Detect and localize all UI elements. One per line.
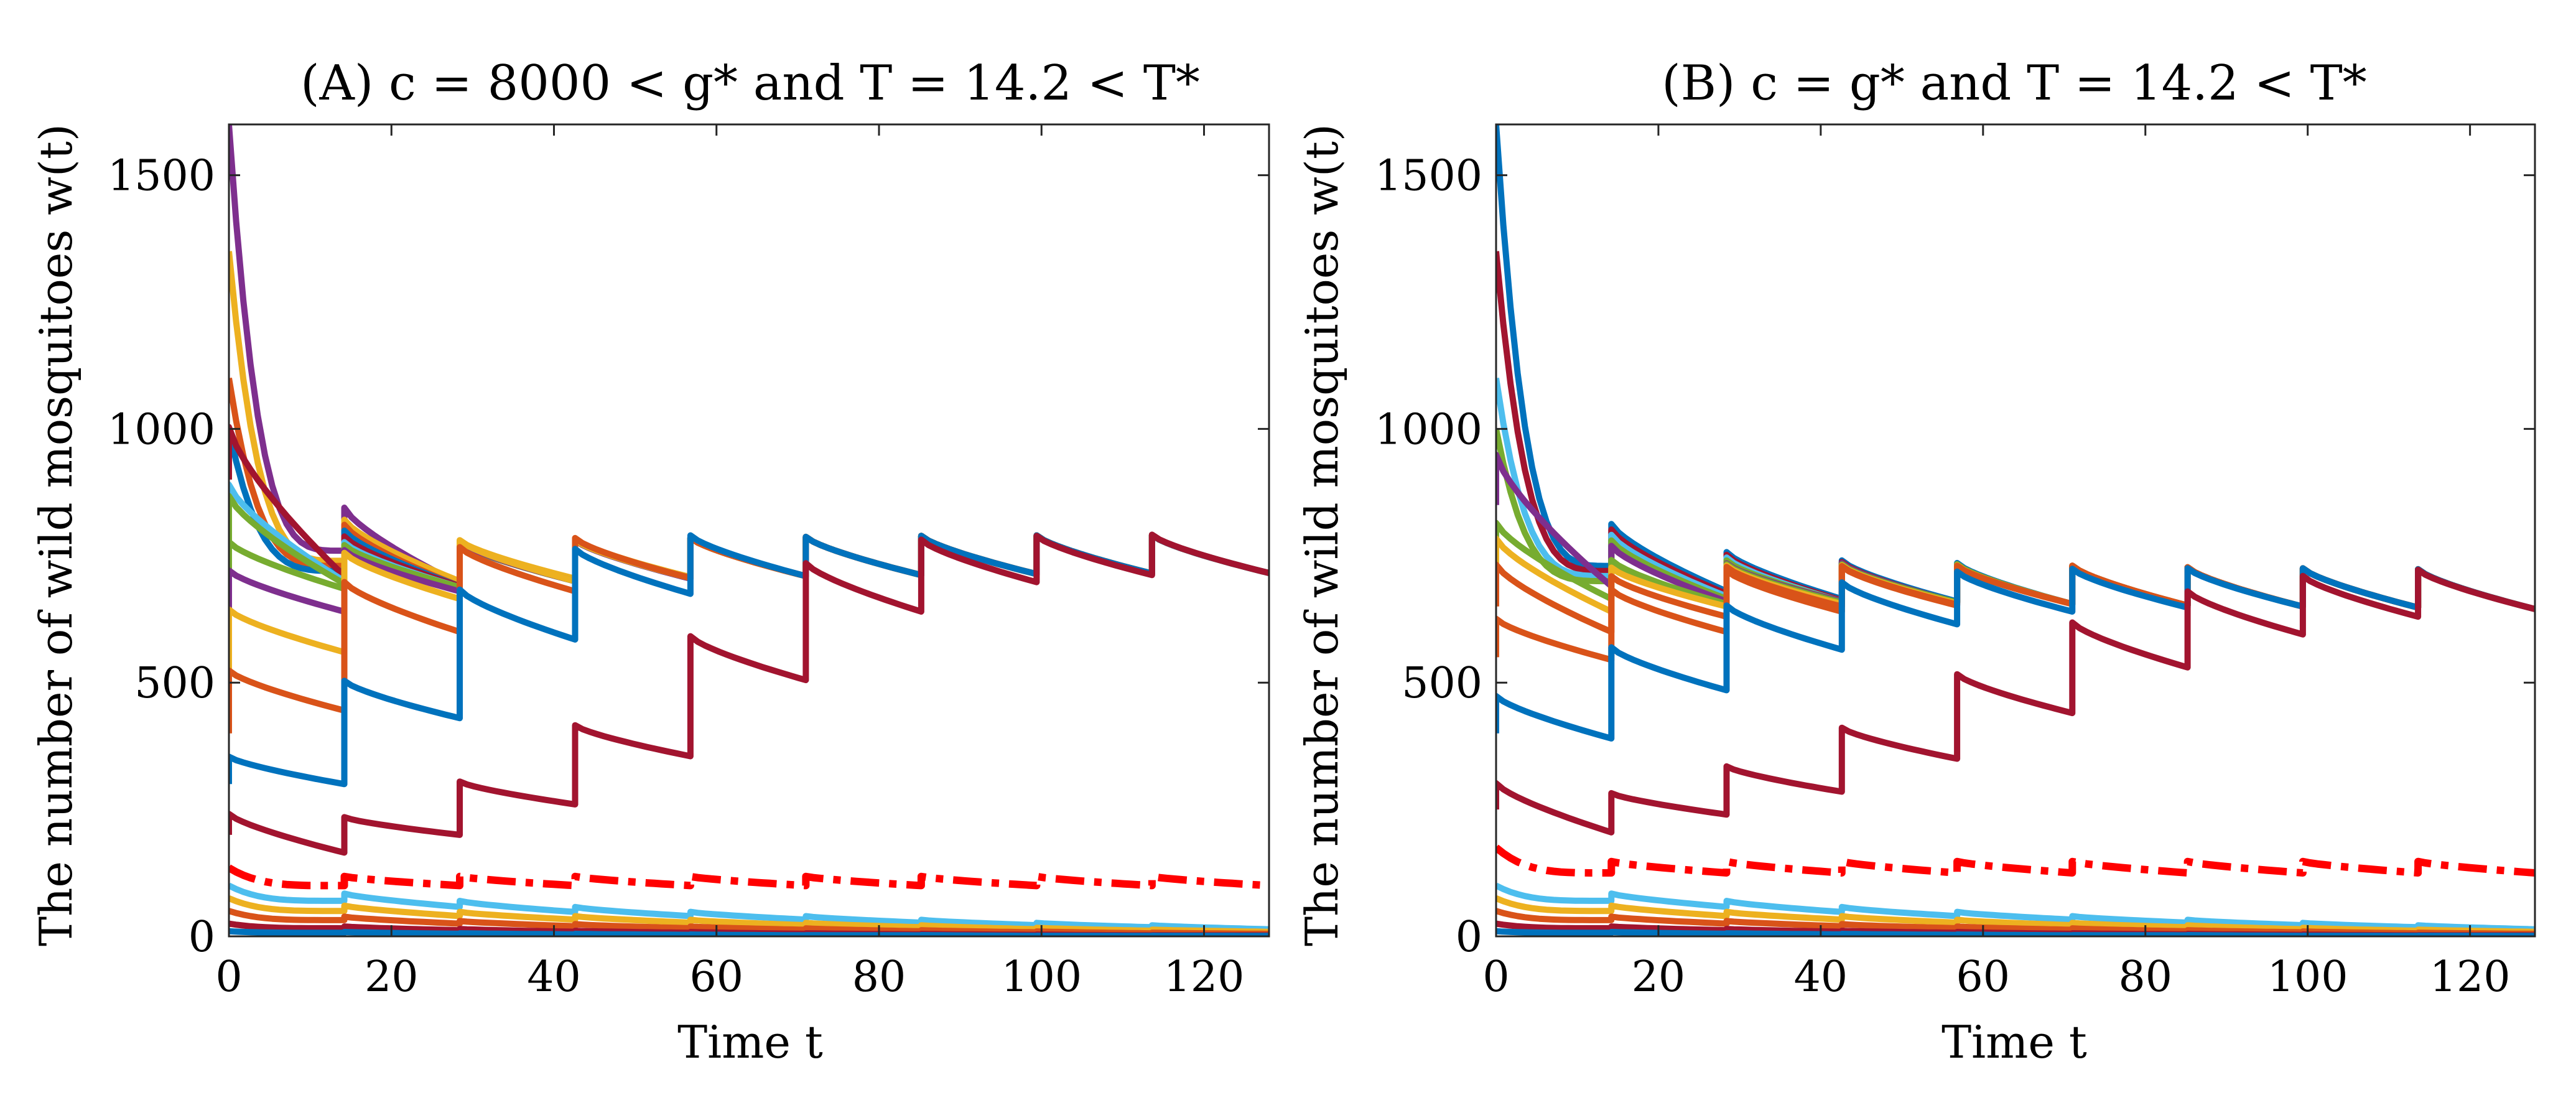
panel-b-y-tick-label: 0 (1456, 913, 1482, 962)
panel-a-series-w0-100 (229, 882, 1269, 933)
panel-b-x-axis-label: Time t (1941, 1016, 2087, 1068)
panel-a-y-axis-label: The number of wild mosquitoes w(t) (30, 124, 82, 946)
panel-a-y-tick-label: 0 (188, 913, 215, 962)
panel-b-x-tick-label: 0 (1482, 953, 1509, 1002)
panel-a-series-w0-1600 (229, 124, 1269, 587)
panel-b-series-w0-700 (1496, 535, 2535, 615)
panel-b-axes-frame (1495, 123, 2536, 938)
panel-b-plot-area: 0 20 40 60 80 100 120 0 500 1000 1500 (1375, 123, 2536, 1002)
panel-b-y-tick-label: 1500 (1375, 152, 1482, 201)
panel-a-title: (A) c = 8000 < g* and T = 14.2 < T* (300, 55, 1200, 111)
panel-b-title: (B) c = g* and T = 14.2 < T* (1662, 55, 2366, 111)
panel-a-series-group (229, 124, 1269, 936)
panel-a-series-w0-1350 (229, 251, 1269, 585)
panel-b-y-tick-label: 1000 (1375, 405, 1482, 454)
panel-b-x-tick-label: 80 (2118, 953, 2172, 1002)
panel-b-y-axis-label: The number of wild mosquitoes w(t) (1296, 124, 1348, 946)
panel-a-y-tick-label: 500 (134, 659, 215, 708)
panel-a-x-tick-label: 20 (365, 953, 419, 1002)
panel-b-x-tick-label: 20 (1632, 953, 1686, 1002)
panel-b-series-w0-1600 (1496, 124, 2535, 612)
panel-a-x-tick-label: 40 (527, 953, 581, 1002)
panel-a-plot-area: 0 20 40 60 80 100 120 0 500 1000 1500 (108, 123, 1270, 1002)
panel-b-series-group (1496, 124, 2535, 936)
panel-b-y-tick-label: 500 (1402, 659, 1482, 708)
panel-a-series-threshold (229, 864, 1269, 890)
panel-a-x-tick-label: 0 (215, 953, 242, 1002)
panel-a-x-tick-label: 120 (1164, 953, 1245, 1002)
panel-b: (B) c = g* and T = 14.2 < T* 0 20 40 60 80 10… (1296, 55, 2536, 1068)
panel-b-series-w0-400 (1496, 565, 2535, 742)
panel-a-series-w0-200 (229, 531, 1269, 856)
panel-a-axes-frame (228, 123, 1270, 938)
panel-b-series-w0-100 (1496, 882, 2535, 933)
panel-a-y-tick-label: 1000 (108, 405, 215, 454)
panel-a-y-tick-label: 1500 (108, 152, 215, 201)
panel-b-x-tick-label: 60 (1956, 953, 2011, 1002)
panel-b-x-tick-label: 120 (2430, 953, 2511, 1002)
panel-a: (A) c = 8000 < g* and T = 14.2 < T* 0 20 4… (30, 55, 1270, 1068)
panel-b-series-w0-1350 (1496, 251, 2535, 612)
panel-a-x-axis-label: Time t (677, 1016, 823, 1068)
panel-a-x-tick-label: 60 (689, 953, 743, 1002)
panel-b-x-tick-label: 100 (2267, 953, 2348, 1002)
panel-b-x-tick-label: 40 (1794, 953, 1848, 1002)
panel-a-x-tick-label: 100 (1001, 953, 1082, 1002)
panel-b-series-w0-250 (1496, 566, 2535, 836)
panel-a-x-tick-label: 80 (852, 953, 906, 1002)
panel-b-series-threshold (1496, 844, 2535, 877)
